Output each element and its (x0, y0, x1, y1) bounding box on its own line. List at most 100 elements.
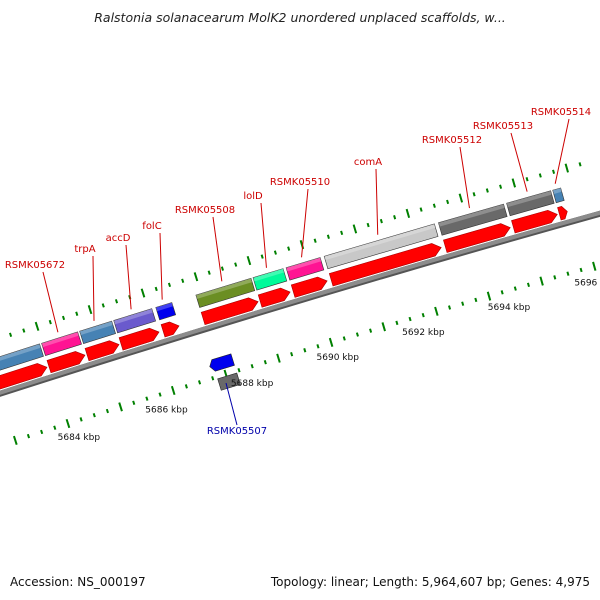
outer-tick (273, 250, 277, 255)
inner-tick (526, 282, 530, 288)
inner-tick (145, 396, 149, 401)
gene-block (41, 331, 82, 357)
cds-arrow (511, 209, 558, 234)
inner-tick (553, 275, 557, 280)
outer-tick (446, 199, 450, 205)
inner-tick (566, 271, 570, 276)
label-leader (510, 132, 528, 192)
outer-tick (101, 303, 105, 308)
outer-tick (154, 286, 158, 292)
outer-tick (246, 255, 252, 266)
label-leader (375, 168, 379, 235)
outer-tick (75, 311, 79, 316)
gene-highlight (195, 278, 253, 299)
gene-body (0, 343, 44, 376)
outer-tick (140, 288, 146, 298)
outer-tick (287, 246, 291, 251)
cds-arrow (557, 206, 568, 221)
outer-tick (366, 222, 370, 228)
inner-tick (197, 380, 202, 385)
inner-tick (369, 328, 373, 333)
reverse-gene-label: RSMK05507 (207, 426, 267, 437)
cds-shape (257, 287, 291, 308)
inner-tick (170, 385, 176, 396)
inner-tick (12, 435, 18, 445)
gene-block (155, 302, 177, 321)
outer-tick (34, 321, 40, 331)
inner-tick (434, 306, 439, 316)
reverse-gene-block (209, 353, 235, 372)
gene-body (195, 277, 256, 308)
cds-arrow (160, 321, 180, 338)
axis-tick-label: 5694 kbp (488, 303, 531, 313)
inner-tick (448, 305, 452, 310)
outer-tick (340, 230, 344, 236)
inner-tick (500, 290, 504, 295)
label-leader (260, 202, 267, 268)
gene-highlight (438, 204, 505, 227)
gene-body (79, 320, 116, 344)
backbone-layer (0, 210, 600, 397)
label-leader (459, 146, 470, 209)
label-leader (301, 188, 309, 258)
gene-label: trpA (74, 244, 95, 255)
gene-label: comA (354, 157, 382, 168)
outer-tick (220, 266, 224, 271)
gene-body (323, 223, 439, 270)
cds-shape (557, 206, 568, 221)
gene-highlight (41, 331, 79, 348)
inner-tick (53, 425, 57, 430)
inner-tick (486, 291, 492, 301)
outer-tick (419, 207, 423, 212)
inner-tick (263, 359, 267, 365)
gene-label: RSMK05513 (473, 121, 533, 132)
inner-tick (158, 392, 162, 397)
axis-tick-label: 5692 kbp (402, 328, 445, 338)
cds-shape (511, 209, 558, 234)
inner-tick (421, 312, 425, 318)
inner-tick (184, 384, 188, 389)
outer-tick (405, 208, 411, 218)
inner-tick (118, 402, 123, 412)
inner-tick (40, 429, 44, 435)
outer-tick (61, 315, 66, 321)
cds-layer (0, 206, 568, 394)
outer-tick (552, 169, 556, 174)
gene-block (113, 308, 157, 334)
outer-tick (207, 270, 211, 275)
cds-shape (84, 340, 120, 362)
inner-tick (592, 261, 597, 271)
cds-shape (290, 276, 328, 298)
inner-tick (539, 276, 544, 286)
outer-tick (352, 224, 358, 234)
cds-shape (118, 327, 160, 351)
axis-label-layer: 5684 kbp 5686 kbp 5688 kbp 5690 kbp 5692 kbp… (58, 279, 600, 443)
cds-arrow (200, 297, 259, 326)
cds-arrow (46, 351, 86, 374)
cds-arrow (328, 243, 442, 287)
outer-tick (181, 278, 185, 283)
axis-tick-label: 5684 kbp (58, 433, 101, 443)
inner-tick (276, 353, 281, 363)
inner-tick (290, 352, 294, 357)
outer-tick (578, 162, 582, 167)
axis-tick-label: 5688 kbp (231, 379, 274, 389)
cds-arrow (84, 340, 120, 362)
gene-block (506, 190, 555, 217)
inner-tick (328, 337, 334, 347)
inner-tick (474, 297, 478, 303)
topology-summary: Topology: linear; Length: 5,964,607 bp; … (270, 575, 590, 589)
gene-block (285, 257, 325, 281)
inner-tick (461, 301, 465, 306)
cds-shape (443, 223, 511, 253)
inner-tick (79, 417, 83, 422)
gene-body (552, 187, 565, 204)
label-leader (125, 244, 132, 310)
outer-tick (87, 304, 93, 315)
outer-tick (48, 319, 52, 325)
gene-label: RSMK05514 (531, 107, 591, 118)
inner-tick (65, 418, 71, 429)
gene-label: lolD (243, 191, 263, 202)
outer-tick (114, 299, 119, 304)
